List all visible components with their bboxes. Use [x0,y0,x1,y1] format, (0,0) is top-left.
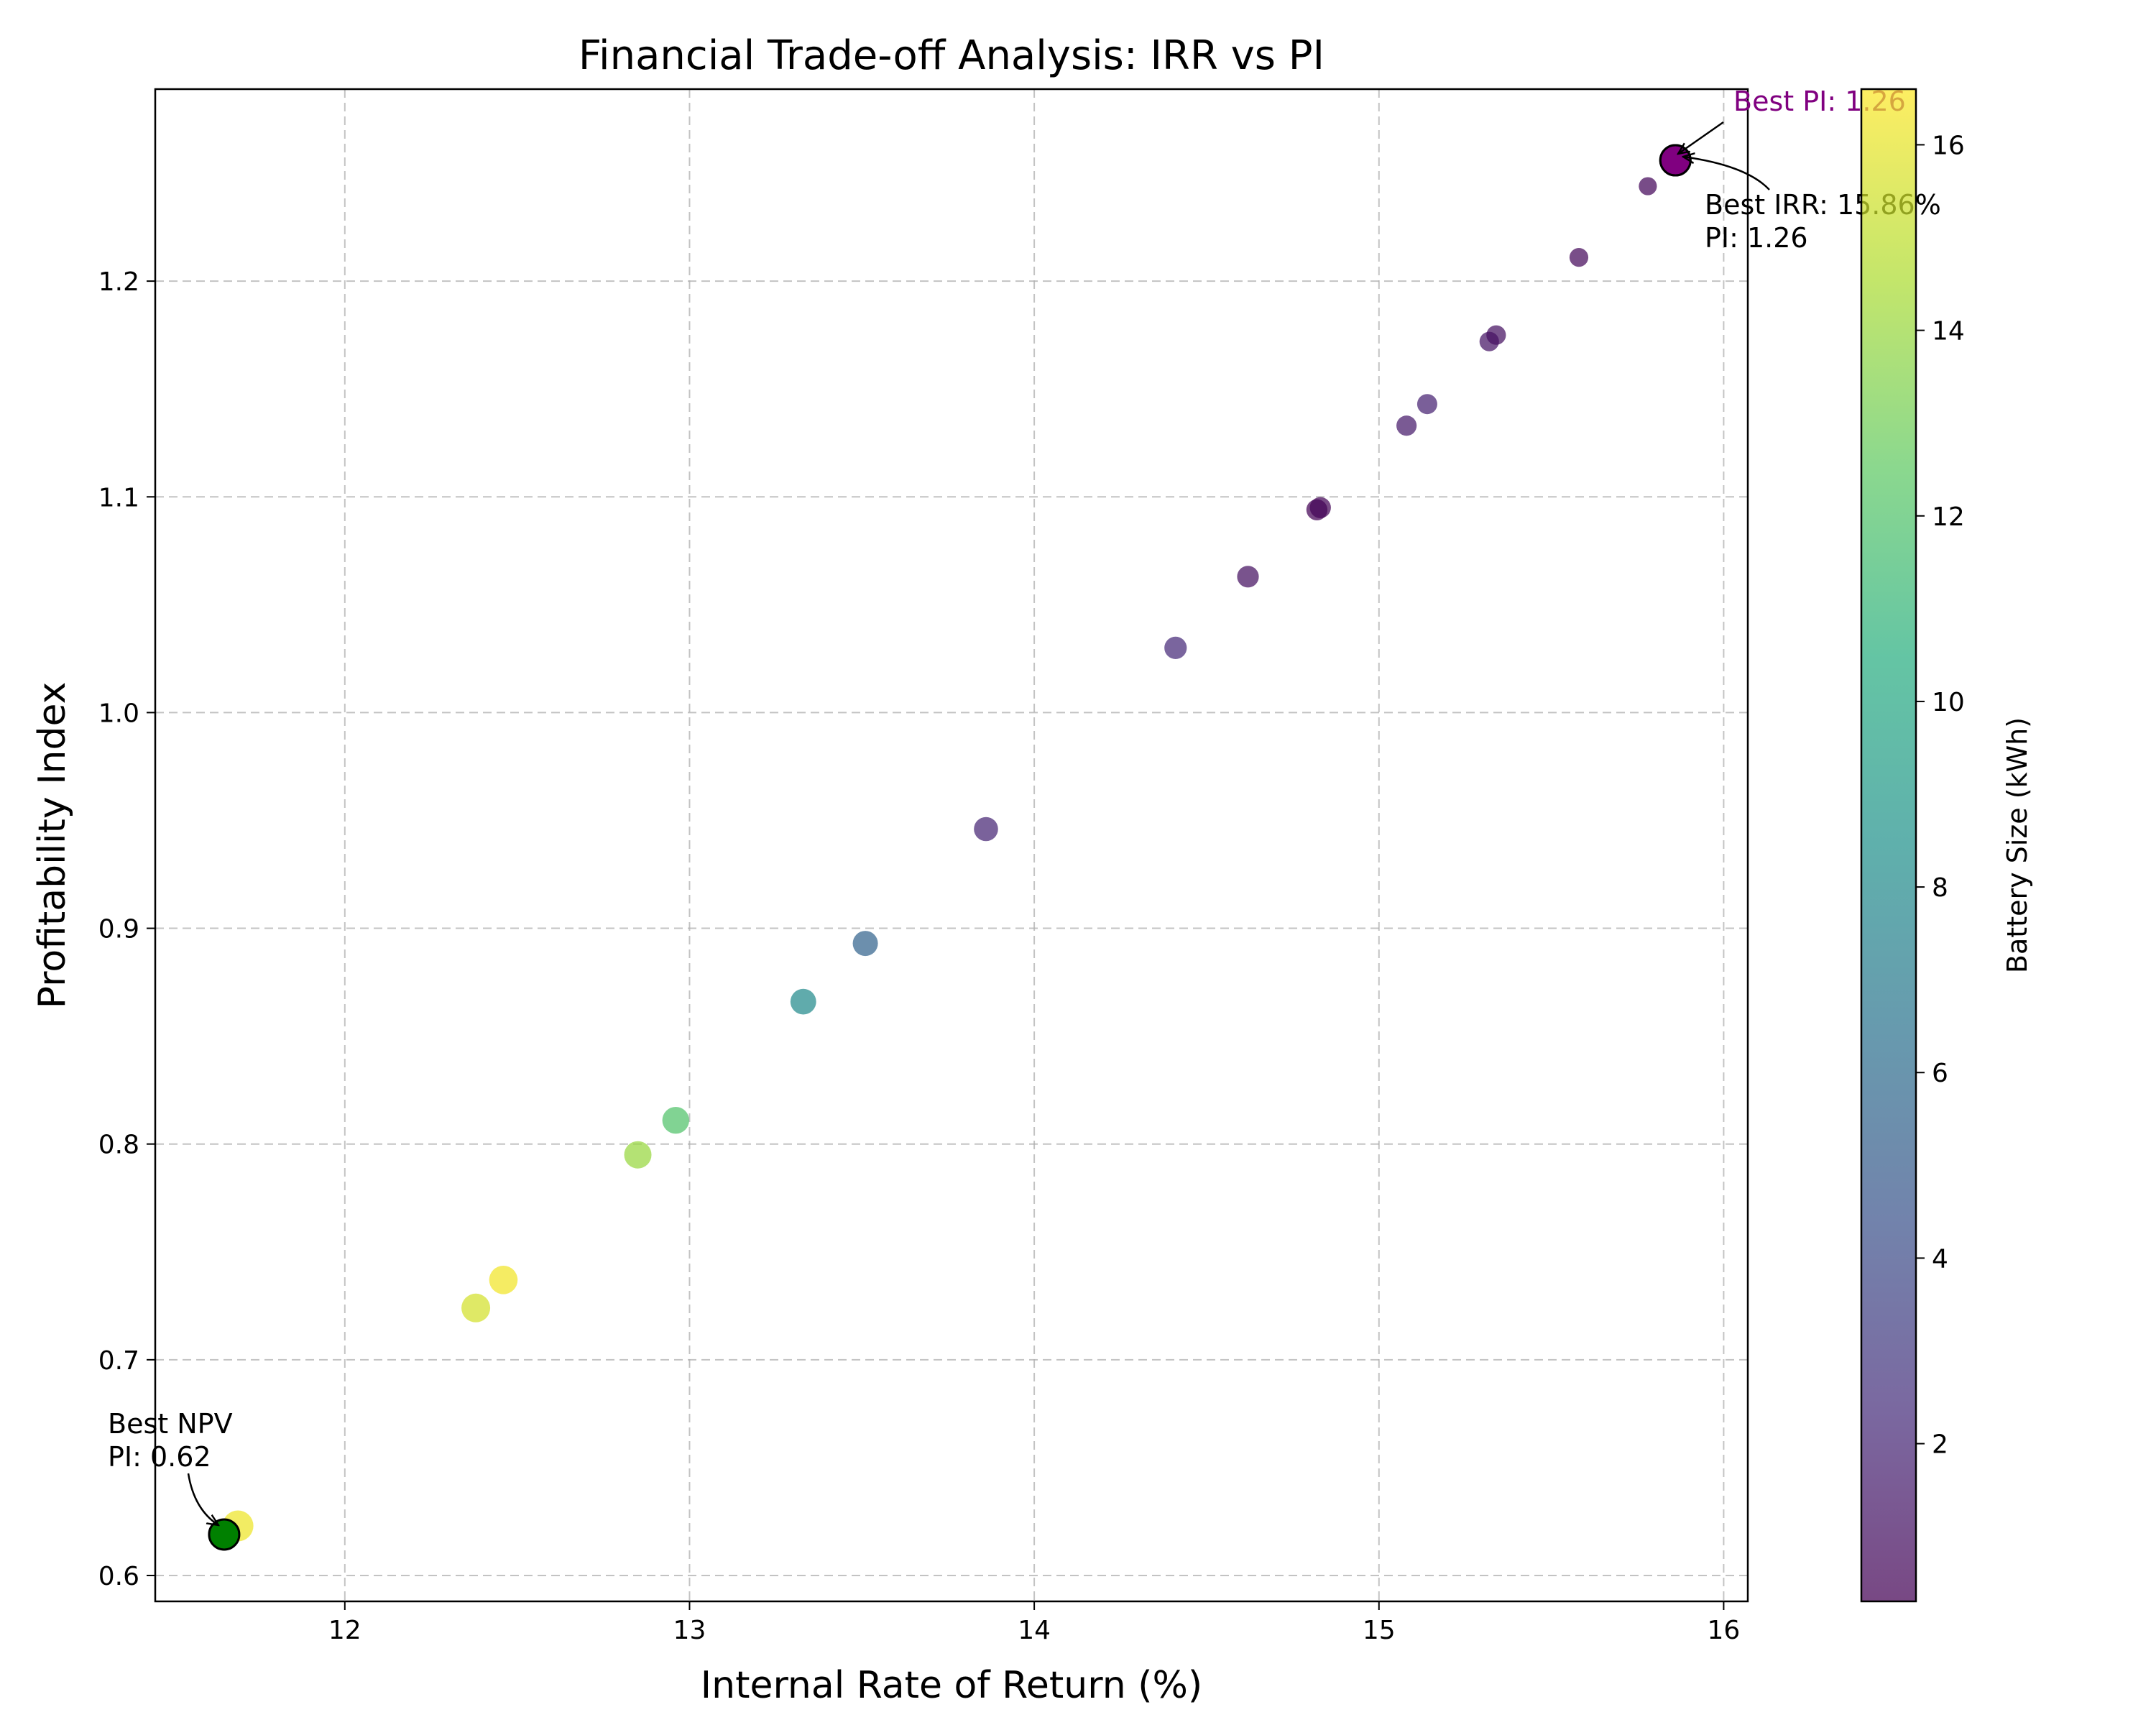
data-point [1486,325,1506,345]
colorbar-tick-label: 12 [1932,502,1965,532]
x-axis-label: Internal Rate of Return (%) [701,1664,1202,1707]
data-point [1396,415,1417,436]
chart-title: Financial Trade-off Analysis: IRR vs PI [579,32,1325,79]
data-point [1639,177,1657,196]
colorbar-border [1860,88,1917,1603]
x-tick-label: 15 [1363,1616,1396,1645]
colorbar-label: Battery Size (kWh) [2001,717,2033,973]
best-npv-arrow [187,1473,218,1525]
data-point [1309,497,1331,518]
y-tick-label: 0.9 [98,915,139,944]
grid [155,89,1748,1601]
best-npv-line-2: PI: 0.62 [108,1441,211,1473]
colorbar-gradient [1861,89,1916,1601]
y-axis-label: Profitability Index [31,682,74,1009]
x-tick-label: 13 [673,1616,706,1645]
best-irr-marker [1659,144,1692,177]
x-tick-label: 16 [1708,1616,1741,1645]
colorbar-tick-label: 10 [1932,688,1965,717]
colorbar-tick-label: 4 [1932,1244,1948,1274]
colorbar-tick-label: 14 [1932,317,1965,346]
data-point [852,931,878,957]
y-tick-label: 1.0 [98,699,139,728]
data-point [974,816,998,842]
x-tick-label: 14 [1018,1616,1051,1645]
data-point [662,1106,689,1134]
data-point [1164,636,1187,659]
colorbar-tick-label: 6 [1932,1059,1948,1088]
data-point [790,988,816,1015]
data-point [1569,248,1589,267]
data-point [461,1293,491,1322]
y-tick-label: 1.1 [98,483,139,512]
y-tick-label: 0.8 [98,1131,139,1160]
colorbar: 2 4 6 8 10 12 14 16 Battery Size (kWh) [1860,88,2033,1603]
plot-border [154,88,1749,1603]
data-point [624,1141,652,1169]
y-tick-label: 0.6 [98,1562,139,1591]
y-tick-label: 0.7 [98,1346,139,1376]
y-tick-label: 1.2 [98,267,139,297]
x-tick-label: 12 [328,1616,361,1645]
best-irr-arrow [1683,157,1770,190]
best-pi-arrow [1678,121,1724,154]
data-point [1416,394,1437,415]
colorbar-tick-label: 2 [1932,1430,1948,1460]
best-npv-marker [208,1518,241,1551]
data-point [489,1265,518,1294]
best-irr-line-2: PI: 1.26 [1705,222,1808,254]
data-point [1237,566,1259,588]
colorbar-tick-label: 8 [1932,873,1948,903]
y-axis-ticks: 0.6 0.7 0.8 0.9 1.0 1.1 1.2 [98,267,155,1591]
plot-area [155,89,1748,1601]
best-npv-line-1: Best NPV [108,1408,233,1440]
colorbar-tick-label: 16 [1932,131,1965,160]
colorbar-ticks: 2 4 6 8 10 12 14 16 [1916,131,1965,1460]
x-axis-ticks: 12 13 14 15 16 [328,1601,1740,1645]
best-npv-label: Best NPV PI: 0.62 [108,1408,241,1473]
